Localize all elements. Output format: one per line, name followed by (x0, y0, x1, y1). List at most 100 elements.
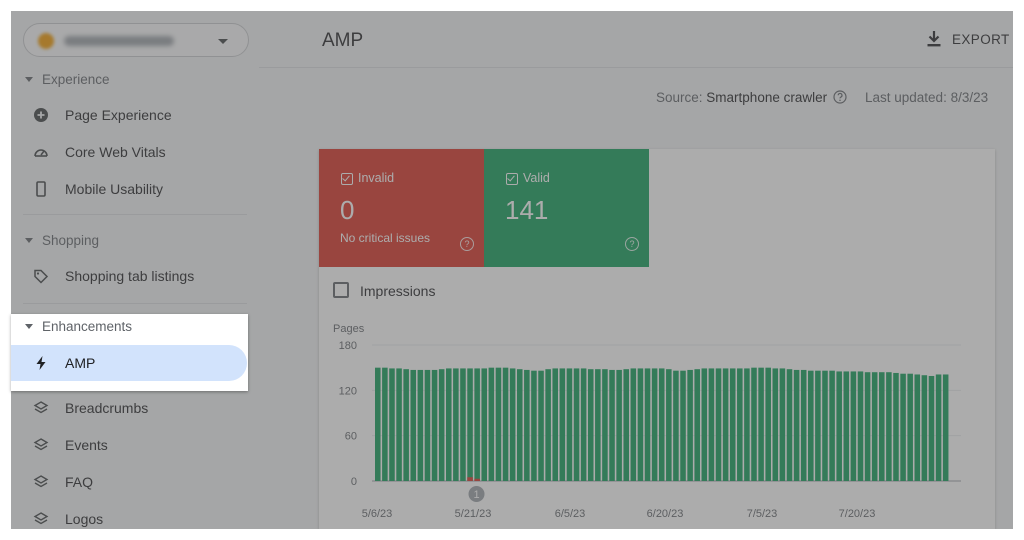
bar-valid (644, 368, 651, 481)
bar-valid (481, 368, 488, 481)
bar-valid (552, 368, 559, 481)
chevron-down-icon[interactable] (218, 39, 228, 44)
bar-valid (495, 367, 502, 481)
sidebar-item-shopping-tab-listings[interactable]: Shopping tab listings (11, 258, 247, 294)
x-tick-label: 7/5/23 (747, 508, 778, 520)
bar-valid (708, 368, 715, 481)
bar-valid (474, 368, 480, 481)
sidebar-item-faq[interactable]: FAQ (11, 464, 247, 500)
status-card: Invalid 0 No critical issues ? Valid 141… (319, 149, 995, 529)
bar-valid (942, 374, 949, 481)
help-icon[interactable]: ? (625, 237, 639, 251)
sidebar-item-breadcrumbs[interactable]: Breadcrumbs (11, 390, 247, 426)
bar-valid (438, 369, 445, 481)
section-shopping[interactable]: Shopping (25, 233, 99, 248)
bar-valid (666, 369, 672, 481)
property-selector[interactable] (23, 23, 249, 57)
bar-valid (751, 367, 757, 481)
source-info: Source: Smartphone crawler (656, 90, 847, 105)
x-tick-label: 5/6/23 (362, 508, 393, 520)
y-axis-label: Pages (333, 323, 365, 335)
sidebar-item-events[interactable]: Events (11, 427, 247, 463)
bar-valid (595, 369, 601, 481)
sidebar-item-logos[interactable]: Logos (11, 501, 247, 529)
tile-value: 0 (340, 195, 355, 225)
bar-valid (893, 372, 899, 481)
sidebar-item-mobile-usability[interactable]: Mobile Usability (11, 171, 247, 207)
updated-key: Last updated: (865, 90, 947, 105)
invalid-tile[interactable]: Invalid 0 No critical issues ? (319, 149, 484, 267)
property-name-blurred (64, 36, 174, 46)
bar-valid (822, 370, 828, 481)
impressions-checkbox[interactable] (333, 282, 349, 298)
layers-icon (33, 401, 49, 414)
bar-valid (460, 368, 466, 481)
tile-subtext: No critical issues (340, 231, 431, 245)
caret-down-icon (25, 237, 33, 243)
property-favicon (38, 33, 54, 49)
y-tick-label: 60 (345, 431, 357, 443)
impressions-label: Impressions (360, 283, 436, 299)
bar-valid (850, 371, 857, 481)
sidebar-item-label: Breadcrumbs (65, 400, 149, 416)
divider (23, 214, 247, 215)
bar-valid (389, 368, 395, 481)
tile-value: 141 (505, 195, 549, 225)
sidebar-item-core-web-vitals[interactable]: Core Web Vitals (11, 134, 247, 170)
sidebar-item-label: Shopping tab listings (65, 268, 195, 284)
phone-icon (36, 181, 46, 197)
sidebar-item-label: FAQ (65, 474, 94, 490)
help-icon[interactable] (833, 90, 847, 104)
y-tick-label: 120 (339, 385, 357, 397)
bar-valid (431, 369, 438, 481)
bar-valid (375, 367, 381, 481)
bar-valid (701, 368, 708, 481)
sidebar-item-label: Logos (65, 511, 104, 527)
sidebar-item-label: Core Web Vitals (65, 144, 166, 160)
bar-valid (843, 371, 850, 481)
bar-invalid (467, 477, 473, 481)
bar-valid (467, 368, 473, 481)
y-tick-label: 180 (339, 340, 357, 352)
bar-valid (879, 372, 885, 481)
bar-valid (815, 370, 821, 481)
bar-valid (545, 369, 551, 481)
bar-valid (871, 372, 878, 481)
bar-valid (453, 368, 459, 481)
x-tick-label: 5/21/23 (455, 508, 492, 520)
x-tick-label: 6/5/23 (555, 508, 586, 520)
sidebar-item-label: Mobile Usability (65, 181, 164, 197)
bar-valid (715, 368, 722, 481)
layers-icon (33, 512, 49, 525)
bar-valid (836, 371, 842, 481)
section-label: Experience (42, 72, 110, 87)
section-experience[interactable]: Experience (25, 72, 110, 87)
sidebar-item-label: Page Experience (65, 107, 172, 123)
annotation-marker[interactable]: 1 (468, 486, 485, 502)
bar-valid (488, 367, 495, 481)
bar-valid (623, 369, 629, 481)
bar-valid (758, 367, 764, 481)
checkbox-icon (506, 173, 518, 185)
bar-valid (516, 369, 523, 481)
bar-valid (808, 370, 814, 481)
last-updated: Last updated: 8/3/23 (865, 90, 988, 105)
bar-valid (864, 372, 871, 481)
header-divider (259, 67, 1013, 68)
bar-valid (772, 368, 779, 481)
bar-valid (744, 368, 750, 481)
valid-tile[interactable]: Valid 141 ? (484, 149, 649, 267)
sidebar: Experience Page Experience Core Web Vita… (11, 11, 259, 529)
bar-valid (630, 368, 637, 481)
x-tick-label: 6/20/23 (647, 508, 684, 520)
bar-valid (857, 371, 864, 481)
sidebar-item-page-experience[interactable]: Page Experience (11, 97, 247, 133)
bar-valid (524, 369, 530, 481)
bar-valid (616, 369, 622, 481)
bar-valid (637, 368, 644, 481)
bar-valid (580, 368, 587, 481)
help-icon[interactable]: ? (460, 237, 474, 251)
bars (375, 367, 949, 481)
section-label: Shopping (42, 233, 100, 248)
bar-valid (935, 374, 942, 481)
